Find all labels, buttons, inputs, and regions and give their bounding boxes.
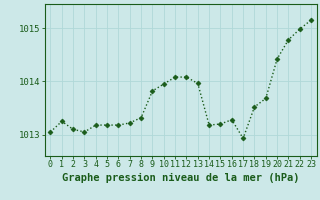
X-axis label: Graphe pression niveau de la mer (hPa): Graphe pression niveau de la mer (hPa) (62, 173, 300, 183)
